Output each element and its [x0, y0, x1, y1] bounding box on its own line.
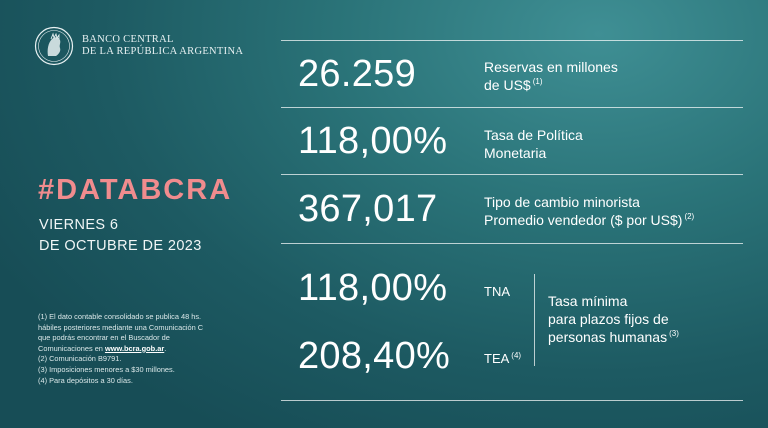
tasa-politica-value: 118,00% [298, 120, 448, 162]
plazo-divider [534, 274, 535, 366]
date-full: DE OCTUBRE DE 2023 [39, 238, 202, 254]
reservas-label-text: de US$ [484, 77, 531, 93]
bcra-logo: BANCO CENTRAL DE LA REPÚBLICA ARGENTINA [34, 26, 254, 70]
footnote-1-line2: hábiles posteriores mediante una Comunic… [38, 322, 204, 332]
tasa-politica-label: Tasa de Política Monetaria [484, 126, 583, 162]
footnote-1-prefix: Comunicaciones en [38, 343, 105, 353]
tna-label: TNA [484, 284, 510, 299]
bank-name-line2: DE LA REPÚBLICA ARGENTINA [82, 46, 244, 57]
tea-note: (4) [511, 350, 522, 360]
tea-value: 208,40% [298, 335, 451, 377]
tipo-cambio-value: 367,017 [298, 188, 438, 230]
reservas-value: 26.259 [298, 53, 417, 95]
plazo-desc-line1: Tasa mínima [548, 293, 628, 309]
reservas-label: Reservas en millones de US$ (1) [484, 58, 618, 94]
plazo-desc-line2: para plazos fijos de [548, 311, 669, 327]
footnote-2: (2) Comunicación B9791. [38, 354, 122, 364]
tasa-politica-label-line1: Tasa de Política [484, 127, 583, 143]
divider-2 [281, 174, 743, 175]
reservas-label-line1: Reservas en millones [484, 59, 618, 75]
bcra-website-link[interactable]: www.bcra.gob.ar [104, 343, 165, 353]
reservas-label-line2: de US$ (1) [484, 76, 618, 94]
divider-3 [281, 243, 743, 244]
tna-value: 118,00% [298, 267, 448, 309]
tea-label-text: TEA [484, 351, 510, 366]
bcra-seal-icon [34, 26, 74, 66]
date-weekday: VIERNES 6 [39, 217, 119, 233]
tipo-cambio-label: Tipo de cambio minorista Promedio vended… [484, 193, 694, 229]
tasa-politica-label-line2: Monetaria [484, 145, 547, 161]
footnotes: (1) El dato contable consolidado se publ… [38, 312, 203, 386]
divider-top [281, 40, 743, 41]
divider-bottom [281, 400, 743, 401]
plazo-desc-note: (3) [669, 329, 679, 339]
report-date: VIERNES 6 DE OCTUBRE DE 2023 [39, 215, 202, 257]
plazo-desc-line3-text: personas humanas [548, 329, 668, 345]
tea-label: TEA (4) [484, 351, 521, 366]
reservas-note: (1) [532, 77, 543, 87]
bank-name: BANCO CENTRAL DE LA REPÚBLICA ARGENTINA [82, 34, 243, 58]
plazo-desc-line3: personas humanas (3) [548, 328, 679, 346]
tipo-cambio-label-line1: Tipo de cambio minorista [484, 194, 640, 210]
footnote-1-suffix: . [164, 343, 167, 353]
tipo-cambio-label-text: Promedio vendedor ($ por US$) [484, 212, 683, 228]
footnote-4: (4) Para depósitos a 30 días. [38, 375, 133, 385]
footnote-1-line3: que podrás encontrar en el Buscador de [38, 333, 170, 343]
footnote-3: (3) Imposiciones menores a $30 millones. [38, 364, 175, 374]
footnote-1-line4: Comunicaciones en www.bcra.gob.ar. [38, 344, 203, 355]
divider-1 [281, 107, 743, 108]
bank-name-line1: BANCO CENTRAL [82, 34, 174, 45]
footnote-1-line1: (1) El dato contable consolidado se publ… [38, 312, 202, 321]
plazo-fijo-description: Tasa mínima para plazos fijos de persona… [548, 292, 679, 346]
hashtag-title: #DATABCRA [38, 174, 233, 206]
tipo-cambio-label-line2: Promedio vendedor ($ por US$) (2) [484, 211, 694, 229]
tipo-cambio-note: (2) [684, 212, 695, 222]
